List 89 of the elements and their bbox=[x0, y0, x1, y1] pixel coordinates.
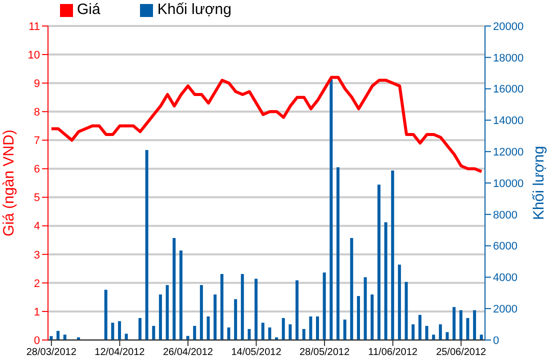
y2-tick-label: 0 bbox=[493, 334, 500, 347]
line-series bbox=[50, 76, 484, 174]
bar bbox=[384, 222, 388, 340]
bar bbox=[166, 285, 169, 340]
bar bbox=[227, 327, 230, 340]
bar bbox=[193, 326, 196, 340]
bar bbox=[404, 282, 408, 340]
bar bbox=[63, 334, 66, 340]
bar bbox=[282, 318, 285, 340]
bar bbox=[158, 294, 162, 340]
legend-label: Khối lượng bbox=[157, 1, 232, 18]
bar bbox=[356, 296, 360, 340]
y2-tick-label: 12000 bbox=[493, 146, 524, 159]
bar bbox=[343, 320, 346, 340]
bar bbox=[309, 316, 312, 340]
y-tick-label: 10 bbox=[28, 49, 40, 62]
bar bbox=[425, 326, 428, 340]
bar bbox=[118, 321, 121, 340]
y-tick-label: 2 bbox=[34, 278, 40, 290]
bar bbox=[288, 324, 292, 340]
bar bbox=[322, 272, 326, 340]
bar bbox=[336, 167, 340, 340]
bar bbox=[391, 170, 394, 340]
bar bbox=[111, 322, 114, 340]
y2-tick-label: 6000 bbox=[493, 240, 518, 253]
y2-axis-title: Khối lượng bbox=[530, 146, 548, 220]
bar bbox=[473, 310, 476, 340]
bar bbox=[466, 318, 470, 340]
y-tick-label: 7 bbox=[34, 135, 40, 148]
bar bbox=[268, 327, 272, 340]
bar bbox=[240, 274, 244, 340]
x-tick-label: 25/06/2012 bbox=[436, 347, 487, 358]
bar bbox=[316, 316, 320, 340]
bar bbox=[152, 326, 156, 340]
bar bbox=[104, 290, 108, 340]
x-tick-label: 12/04/2012 bbox=[94, 347, 146, 358]
bar bbox=[138, 318, 142, 340]
y2-tick-label: 2000 bbox=[493, 304, 518, 316]
y2-tick-label: 14000 bbox=[493, 115, 524, 128]
bar bbox=[124, 334, 128, 340]
y-tick-label: 5 bbox=[34, 192, 40, 204]
y-axis-title: Giá (ngàn VND) bbox=[0, 130, 18, 236]
bar bbox=[214, 294, 217, 340]
bar bbox=[206, 316, 210, 340]
y2-tick-label: 18000 bbox=[493, 52, 524, 64]
bar bbox=[56, 330, 60, 340]
bar bbox=[330, 79, 333, 340]
bar bbox=[145, 150, 148, 340]
bar bbox=[364, 277, 367, 340]
bar bbox=[432, 334, 436, 340]
y2-tick-label: 8000 bbox=[493, 209, 518, 222]
y2-tick-label: 10000 bbox=[493, 178, 524, 190]
bar bbox=[248, 329, 251, 340]
y-tick-label: 0 bbox=[34, 334, 40, 347]
y-tick-label: 6 bbox=[34, 164, 40, 176]
bar bbox=[350, 238, 354, 340]
x-tick-label: 11/06/2012 bbox=[368, 347, 418, 358]
x-tick-label: 14/05/2012 bbox=[231, 347, 282, 358]
x-tick-label: 28/05/2012 bbox=[300, 347, 350, 358]
y-tick-label: 8 bbox=[34, 106, 40, 119]
bar bbox=[254, 278, 258, 340]
bar bbox=[412, 324, 415, 340]
bar bbox=[446, 332, 449, 340]
bar bbox=[377, 184, 380, 340]
bar bbox=[459, 310, 462, 340]
y2-tick-label: 4000 bbox=[493, 272, 518, 284]
y-tick-label: 1 bbox=[34, 306, 40, 318]
x-tick-label: 28/03/2012 bbox=[26, 347, 77, 358]
bar bbox=[220, 274, 224, 340]
bar bbox=[172, 238, 176, 340]
y-tick-label: 3 bbox=[34, 249, 40, 262]
bar bbox=[179, 250, 182, 340]
bar bbox=[200, 285, 203, 340]
y-tick-label: 4 bbox=[34, 220, 40, 233]
x-tick-label: 26/04/2012 bbox=[162, 347, 214, 358]
y2-tick-label: 16000 bbox=[493, 84, 524, 96]
y-tick-label: 9 bbox=[34, 78, 40, 90]
bar bbox=[234, 299, 238, 340]
bar bbox=[418, 314, 422, 340]
bar bbox=[370, 294, 374, 340]
bar bbox=[296, 280, 299, 340]
bar bbox=[452, 307, 456, 340]
bar bbox=[398, 264, 401, 340]
bar bbox=[261, 322, 264, 340]
bar bbox=[438, 324, 442, 340]
y-tick-label: 11 bbox=[28, 20, 40, 33]
legend-label: Giá bbox=[77, 1, 100, 18]
bar bbox=[302, 329, 306, 340]
y2-tick-label: 20000 bbox=[493, 20, 524, 33]
